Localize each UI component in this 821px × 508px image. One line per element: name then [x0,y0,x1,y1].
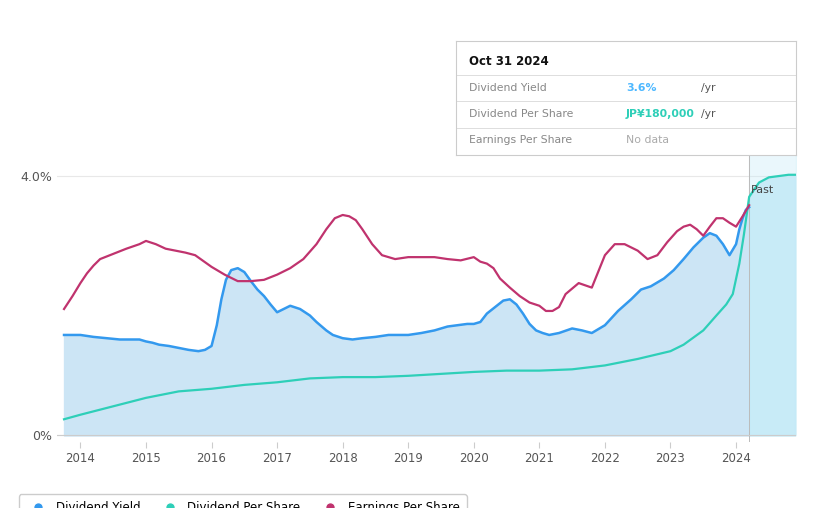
Text: Earnings Per Share: Earnings Per Share [470,135,572,144]
Text: /yr: /yr [701,83,715,93]
Text: Dividend Yield: Dividend Yield [470,83,547,93]
Text: Oct 31 2024: Oct 31 2024 [470,55,549,69]
Text: 3.6%: 3.6% [626,83,657,93]
Text: /yr: /yr [701,109,715,119]
Text: JP¥180,000: JP¥180,000 [626,109,695,119]
Text: Past: Past [750,185,773,195]
Text: No data: No data [626,135,669,144]
Text: Dividend Per Share: Dividend Per Share [470,109,574,119]
Legend: Dividend Yield, Dividend Per Share, Earnings Per Share: Dividend Yield, Dividend Per Share, Earn… [19,494,467,508]
